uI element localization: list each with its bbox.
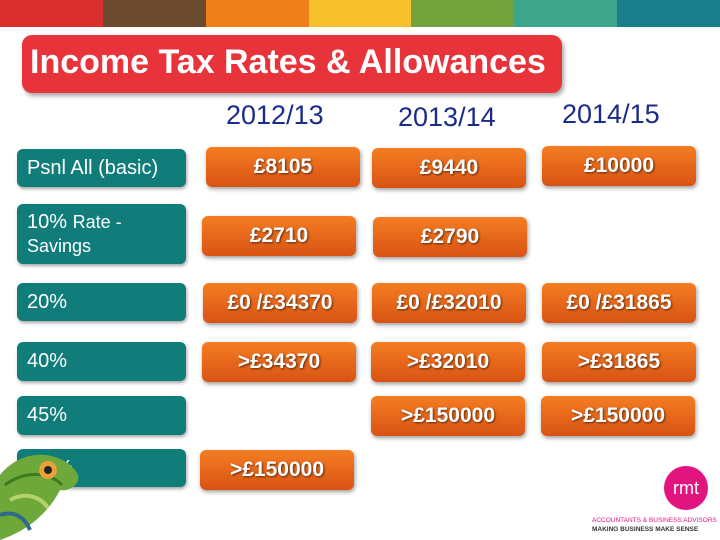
value-basic-2012: £8105 [206,147,360,187]
row-label-45pct: 45% [17,396,186,435]
slide-title: Income Tax Rates & Allowances [22,35,562,93]
value-45pct-2013: >£150000 [371,396,525,436]
chameleon-illustration [0,454,79,540]
row-label-40pct: 40% [17,342,186,381]
value-basic-2013: £9440 [372,148,526,188]
value-40pct-2014: >£31865 [542,342,696,382]
logo-tagline-slogan: MAKING BUSINESS MAKE SENSE [592,526,699,533]
value-45pct-2014: >£150000 [541,396,695,436]
value-20pct-2013: £0 /£32010 [372,283,526,323]
top-color-stripe [0,0,720,27]
value-50pct-2012: >£150000 [200,450,354,490]
value-basic-2014: £10000 [542,146,696,186]
value-40pct-2012: >£34370 [202,342,356,382]
stripe-segment-red [0,0,103,27]
value-savings-2012: £2710 [202,216,356,256]
stripe-segment-teal [514,0,618,27]
year-header-2014: 2014/15 [562,99,660,129]
value-20pct-2014: £0 /£31865 [542,283,696,323]
stripe-segment-brown [102,0,206,27]
savings-rate-pct: 10% [27,211,68,233]
stripe-segment-blue [617,0,720,27]
row-label-savings: 10% Rate - Savings [17,204,186,264]
savings-rate-text: Rate - Savings [27,212,122,256]
value-20pct-2012: £0 /£34370 [203,283,357,323]
year-header-2013: 2013/14 [398,102,496,132]
logo-tagline-advisors: ACCOUNTANTS & BUSINESS ADVISORS [592,517,717,524]
stripe-segment-orange [205,0,309,27]
stripe-segment-yellow [308,0,412,27]
row-label-20pct: 20% [17,283,186,321]
value-40pct-2013: >£32010 [371,342,525,382]
rmt-logo: rmt [664,466,708,510]
year-header-2012: 2012/13 [226,100,324,130]
value-savings-2013: £2790 [373,217,527,257]
stripe-segment-green [411,0,515,27]
row-label-personal-allowance: Psnl All (basic) [17,149,186,187]
